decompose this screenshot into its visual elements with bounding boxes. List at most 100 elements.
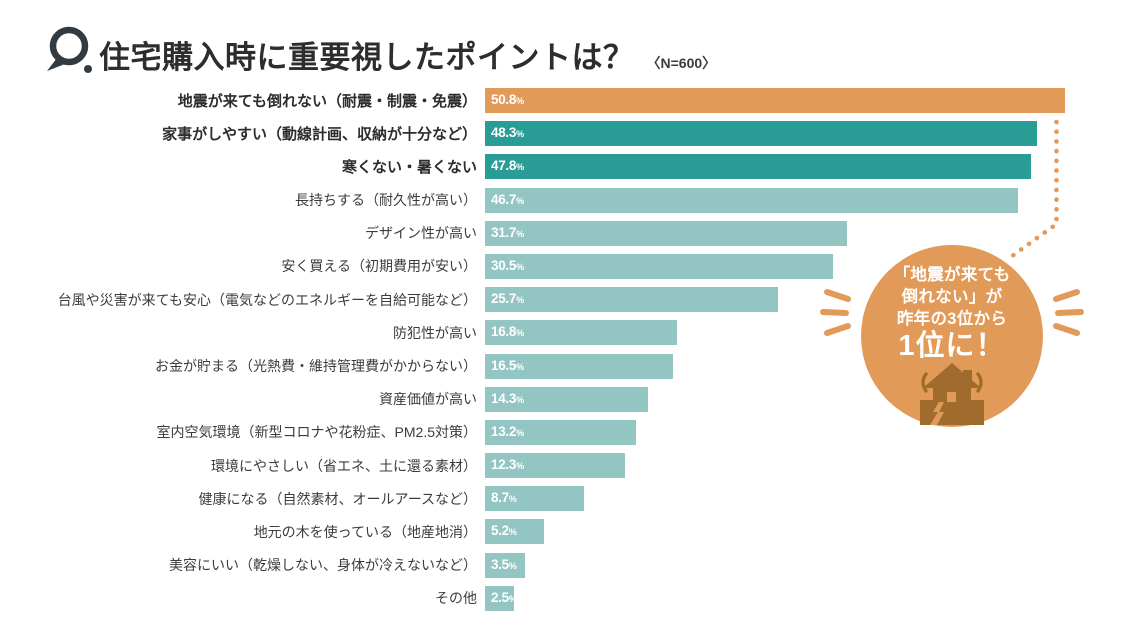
bar-unit: % <box>508 593 517 604</box>
bar-row: その他 2.5% <box>0 585 1065 612</box>
bar-value-number: 8.7 <box>491 490 509 506</box>
bar: 25.7% <box>485 286 779 313</box>
bar-unit: % <box>516 461 524 472</box>
bar-value-number: 12.3 <box>491 457 517 473</box>
bar-unit: % <box>516 394 524 405</box>
bar-label: 環境にやさしい（省エネ、土に還る素材） <box>211 457 477 474</box>
bar-row: 長持ちする（耐久性が高い） 46.7% <box>0 187 1065 214</box>
bar-unit: % <box>508 560 517 571</box>
bar-value: 25.7% <box>485 286 524 313</box>
bar-value-number: 47.8 <box>491 158 517 174</box>
bar-label: 長持ちする（耐久性が高い） <box>295 192 477 209</box>
bar-value: 31.7% <box>485 220 524 247</box>
bar-row: 健康になる（自然素材、オールアースなど） 8.7% <box>0 486 1065 512</box>
bar-value-number: 46.7 <box>491 191 517 207</box>
sample-size: 〈N=600〉 <box>646 55 717 71</box>
bar-value: 12.3% <box>485 452 524 479</box>
bar-label: 安く買える（初期費用が安い） <box>281 258 477 275</box>
bar-label: 寒くない・暑くない <box>341 159 477 177</box>
callout-line-1: 「地震が来ても <box>893 266 1011 284</box>
bar-label: 台風や災害が来ても安心（電気などのエネルギーを自給可能など） <box>57 291 477 308</box>
bar-value-number: 13.2 <box>491 423 517 439</box>
bar: 47.8% <box>485 153 1031 180</box>
bar-value: 3.5% <box>485 552 517 579</box>
bar-value-number: 48.3 <box>491 125 517 141</box>
bar: 30.5% <box>485 253 834 280</box>
callout-line-2: 倒れない」が <box>901 287 1003 306</box>
earthquake-house-icon <box>920 363 984 425</box>
q-speech-bubble-icon <box>47 26 92 73</box>
bar-unit: % <box>516 162 524 173</box>
bar: 14.3% <box>485 386 649 413</box>
bar-label: お金が貯まる（光熱費・維持管理費がかからない） <box>155 358 477 374</box>
bar-value: 47.8% <box>485 153 524 180</box>
header: 住宅購入時に重要視したポイントは？ 〈N=600〉 <box>44 22 716 78</box>
bar: 3.5% <box>485 552 525 579</box>
bar-label: その他 <box>435 590 477 607</box>
bar-unit: % <box>516 295 524 306</box>
bar: 16.8% <box>485 319 677 346</box>
bar-unit: % <box>516 96 524 106</box>
callout-line-3: 昨年の3位から <box>896 309 1008 328</box>
bar-value-number: 31.7 <box>491 224 517 240</box>
bar-unit: % <box>508 494 517 505</box>
bar: 2.5% <box>485 585 517 612</box>
bar-row: お金が貯まる（光熱費・維持管理費がかからない） 16.5% <box>0 353 1065 380</box>
bar-unit: % <box>508 527 517 538</box>
bar-label: 資産価値が高い <box>379 391 477 408</box>
bar: 8.7% <box>485 486 585 512</box>
bar-row: 環境にやさしい（省エネ、土に還る素材） 12.3% <box>0 452 1065 479</box>
callout-text: 「地震が来ても 倒れない」が 昨年の3位から <box>861 245 1043 330</box>
bar-label: 地元の木を使っている（地産地消） <box>253 523 477 540</box>
bar-unit: % <box>516 427 524 438</box>
bar-unit: % <box>516 328 524 339</box>
bar-value: 30.5% <box>485 253 524 280</box>
bar-row: 安く買える（初期費用が安い） 30.5% <box>0 253 1065 280</box>
bar: 16.5% <box>485 353 674 380</box>
bar: 12.3% <box>485 452 626 479</box>
bar-label: 室内空気環境（新型コロナや花粉症、PM2.5対策） <box>156 424 477 441</box>
bar-label: 防犯性が高い <box>393 324 477 341</box>
bar-value: 46.7% <box>485 187 524 214</box>
bar-value-number: 25.7 <box>491 291 517 307</box>
bar-value: 13.2% <box>485 419 524 446</box>
bar-row: 防犯性が高い 16.8% <box>0 319 1065 346</box>
bar: 46.7% <box>485 187 1019 214</box>
bar-label: 地震が来ても倒れない（耐震・制震・免震） <box>177 93 477 110</box>
bar-unit: % <box>516 129 524 140</box>
bar-value-number: 30.5 <box>491 257 517 273</box>
bar-row: 寒くない・暑くない 47.8% <box>0 153 1065 180</box>
bar-value: 16.8% <box>485 319 524 346</box>
bar-value: 16.5% <box>485 353 524 380</box>
callout-badge: 「地震が来ても 倒れない」が 昨年の3位から 1位に！ <box>861 245 1043 427</box>
bar-value: 14.3% <box>485 386 524 413</box>
bar-value-number: 2.5 <box>491 589 509 605</box>
page-title: 住宅購入時に重要視したポイントは？ <box>99 40 635 76</box>
bar-row: 地震が来ても倒れない（耐震・制震・免震） 50.8% <box>0 87 1066 114</box>
bar: 13.2% <box>485 419 636 446</box>
bar: 31.7% <box>485 220 847 247</box>
bar-value-number: 16.5 <box>491 357 517 373</box>
bar-value-number: 5.2 <box>491 523 509 539</box>
bar-value-number: 14.3 <box>491 390 517 406</box>
bar-value: 48.3% <box>485 120 524 147</box>
bar-row: 台風や災害が来ても安心（電気などのエネルギーを自給可能など） 25.7% <box>0 286 1065 313</box>
bar-value: 2.5% <box>485 585 517 612</box>
bar-row: 地元の木を使っている（地産地消） 5.2% <box>0 518 1065 545</box>
bar-value-number: 50.8 <box>491 92 517 107</box>
bar: 50.8% <box>485 87 1066 114</box>
bar: 48.3% <box>485 120 1037 147</box>
bar-unit: % <box>516 361 524 372</box>
bar: 5.2% <box>485 518 545 545</box>
bar-row: 家事がしやすい（動線計画、収納が十分など） 48.3% <box>0 120 1065 147</box>
bar-row: 資産価値が高い 14.3% <box>0 386 1065 413</box>
bar-value: 5.2% <box>485 518 517 545</box>
bar-row: 室内空気環境（新型コロナや花粉症、PM2.5対策） 13.2% <box>0 419 1065 446</box>
bar-value: 50.8% <box>485 87 524 114</box>
bar-unit: % <box>516 228 524 239</box>
bar-chart: 地震が来ても倒れない（耐震・制震・免震） 50.8% 家事がしやすい（動線計画、… <box>0 87 1066 619</box>
callout-rank-text: 1位に！ <box>898 330 1006 363</box>
bar-label: 美容にいい（乾燥しない、身体が冷えないなど） <box>169 557 477 574</box>
bar-row: デザイン性が高い 31.7% <box>0 220 1065 247</box>
